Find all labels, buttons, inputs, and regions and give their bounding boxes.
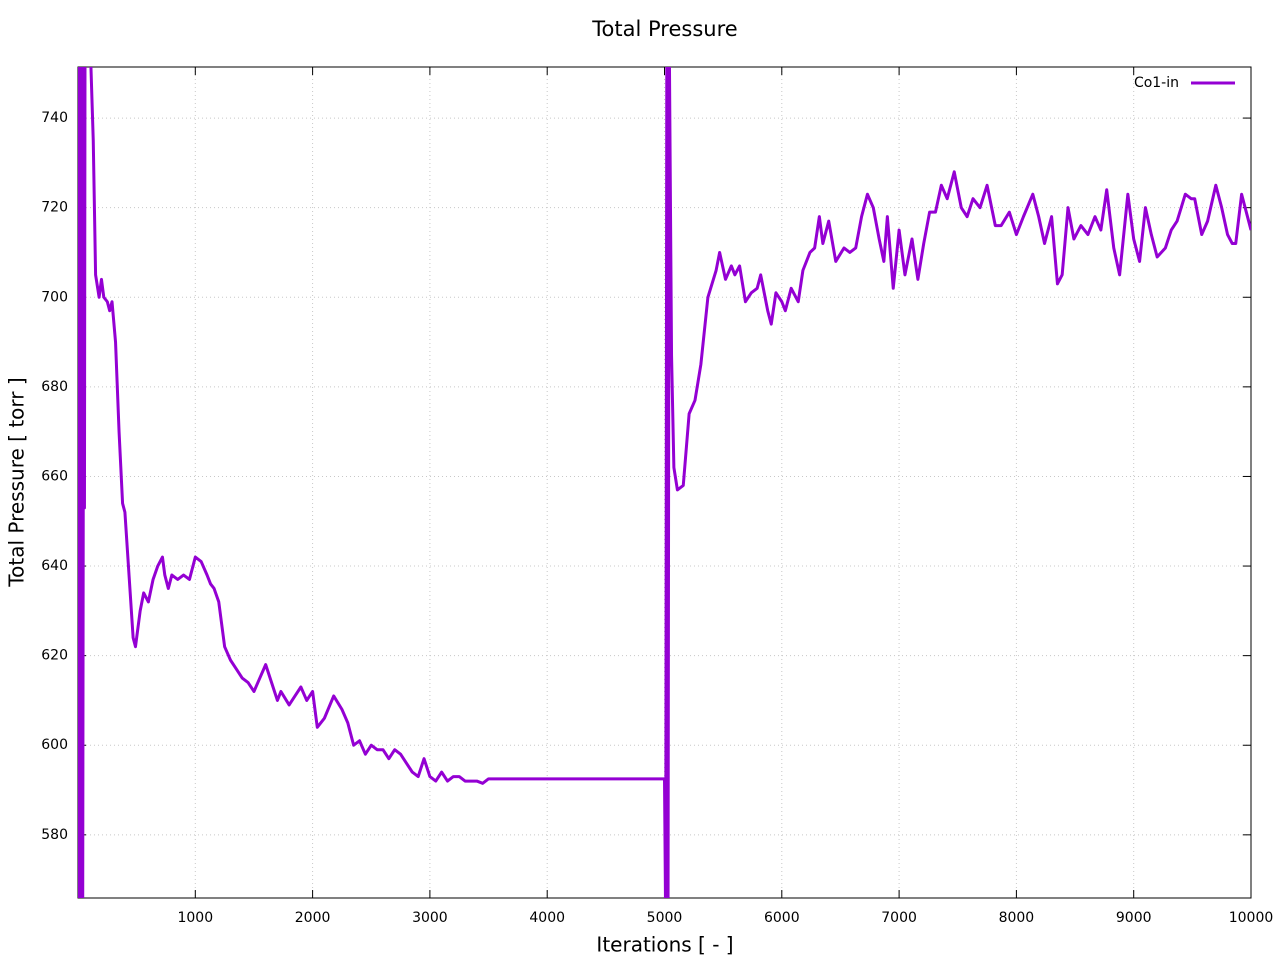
y-axis-label: Total Pressure [ torr ] xyxy=(5,377,29,587)
y-tick-label: 660 xyxy=(41,468,68,484)
chart-title: Total Pressure xyxy=(591,17,737,41)
series-line xyxy=(78,67,1251,898)
x-tick-label: 6000 xyxy=(764,910,800,926)
y-tick-label: 740 xyxy=(41,110,68,126)
plot-area xyxy=(78,67,1251,898)
y-tick-label: 620 xyxy=(41,648,68,664)
y-tick-label: 580 xyxy=(41,827,68,843)
x-tick-label: 10000 xyxy=(1229,910,1274,926)
x-tick-label: 8000 xyxy=(999,910,1035,926)
x-tick-label: 9000 xyxy=(1116,910,1152,926)
legend-label: Co1-in xyxy=(1134,75,1179,91)
y-tick-label: 720 xyxy=(41,200,68,216)
x-axis-label: Iterations [ - ] xyxy=(596,933,733,957)
x-tick-label: 5000 xyxy=(647,910,683,926)
x-tick-label: 4000 xyxy=(529,910,565,926)
x-tick-label: 3000 xyxy=(412,910,448,926)
y-tick-label: 600 xyxy=(41,737,68,753)
x-tick-label: 7000 xyxy=(881,910,917,926)
y-tick-label: 680 xyxy=(41,379,68,395)
y-tick-label: 640 xyxy=(41,558,68,574)
y-tick-label: 700 xyxy=(41,289,68,305)
x-tick-label: 2000 xyxy=(295,910,331,926)
x-tick-label: 1000 xyxy=(177,910,213,926)
